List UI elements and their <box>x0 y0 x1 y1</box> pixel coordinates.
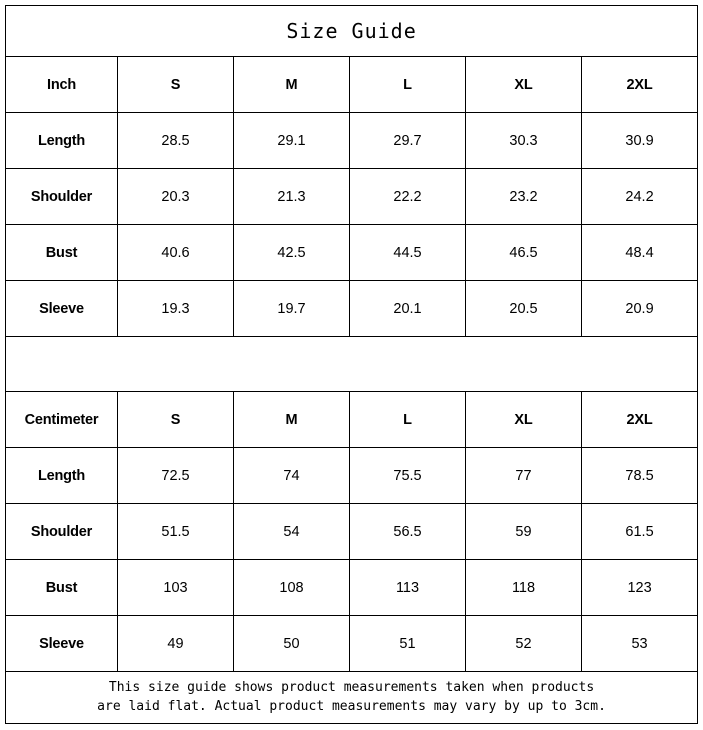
page-title: Size Guide <box>4 5 699 57</box>
cell-cm-sleeve-2xl: 53 <box>580 615 699 672</box>
inch-col-header-2xl: 2XL <box>580 56 699 113</box>
cm-col-header-m: M <box>233 391 350 448</box>
table-row: Sleeve 19.3 19.7 20.1 20.5 20.9 <box>5 280 699 337</box>
cell-cm-length-m: 74 <box>233 447 350 504</box>
cell-cm-length-s: 72.5 <box>117 447 234 504</box>
cell-cm-length-l: 75.5 <box>349 447 466 504</box>
table-row: Length 28.5 29.1 29.7 30.3 30.9 <box>5 112 699 169</box>
cell-inch-sleeve-2xl: 20.9 <box>580 280 699 337</box>
inch-header-row: Inch S M L XL 2XL <box>5 56 699 113</box>
table-row: Sleeve 49 50 51 52 53 <box>5 615 699 672</box>
cell-cm-bust-2xl: 123 <box>580 559 699 616</box>
row-label-bust: Bust <box>5 559 118 616</box>
inch-col-header-m: M <box>233 56 350 113</box>
cell-cm-bust-s: 103 <box>117 559 234 616</box>
table-row: Shoulder 51.5 54 56.5 59 61.5 <box>5 503 699 560</box>
row-label-bust: Bust <box>5 224 118 281</box>
cell-inch-sleeve-m: 19.7 <box>233 280 350 337</box>
cell-inch-shoulder-xl: 23.2 <box>465 168 582 225</box>
footer-row: This size guide shows product measuremen… <box>4 671 699 724</box>
row-label-shoulder: Shoulder <box>5 168 118 225</box>
cell-inch-length-2xl: 30.9 <box>580 112 699 169</box>
table-spacer <box>4 336 699 392</box>
cell-inch-bust-s: 40.6 <box>117 224 234 281</box>
cell-cm-bust-l: 113 <box>349 559 466 616</box>
cell-cm-sleeve-l: 51 <box>349 615 466 672</box>
cell-cm-shoulder-2xl: 61.5 <box>580 503 699 560</box>
cell-inch-length-l: 29.7 <box>349 112 466 169</box>
cm-col-header-s: S <box>117 391 234 448</box>
table-row: Bust 103 108 113 118 123 <box>5 559 699 616</box>
cell-cm-sleeve-xl: 52 <box>465 615 582 672</box>
cell-inch-shoulder-m: 21.3 <box>233 168 350 225</box>
cell-cm-shoulder-l: 56.5 <box>349 503 466 560</box>
cell-inch-bust-m: 42.5 <box>233 224 350 281</box>
cell-inch-bust-l: 44.5 <box>349 224 466 281</box>
cell-cm-bust-m: 108 <box>233 559 350 616</box>
cell-inch-shoulder-s: 20.3 <box>117 168 234 225</box>
cell-inch-shoulder-2xl: 24.2 <box>580 168 699 225</box>
disclaimer-line-1: This size guide shows product measuremen… <box>108 679 595 695</box>
row-label-sleeve: Sleeve <box>5 615 118 672</box>
table-row: Length 72.5 74 75.5 77 78.5 <box>5 447 699 504</box>
row-label-length: Length <box>5 447 118 504</box>
cell-cm-bust-xl: 118 <box>465 559 582 616</box>
inch-col-header-l: L <box>349 56 466 113</box>
cell-inch-sleeve-xl: 20.5 <box>465 280 582 337</box>
row-label-shoulder: Shoulder <box>5 503 118 560</box>
cell-cm-sleeve-m: 50 <box>233 615 350 672</box>
row-label-length: Length <box>5 112 118 169</box>
cell-inch-length-m: 29.1 <box>233 112 350 169</box>
cell-cm-shoulder-s: 51.5 <box>117 503 234 560</box>
row-label-sleeve: Sleeve <box>5 280 118 337</box>
cell-inch-shoulder-l: 22.2 <box>349 168 466 225</box>
cm-col-header-xl: XL <box>465 391 582 448</box>
cm-unit-label: Centimeter <box>5 391 118 448</box>
cm-header-row: Centimeter S M L XL 2XL <box>5 391 699 448</box>
inch-col-header-s: S <box>117 56 234 113</box>
table-row: Shoulder 20.3 21.3 22.2 23.2 24.2 <box>5 168 699 225</box>
cell-cm-shoulder-xl: 59 <box>465 503 582 560</box>
size-guide-table: Size Guide Inch S M L XL 2XL Length 28.5… <box>4 5 699 724</box>
disclaimer-line-2: are laid flat. Actual product measuremen… <box>97 698 606 714</box>
cell-cm-shoulder-m: 54 <box>233 503 350 560</box>
table-spacer-row <box>4 336 699 392</box>
size-guide-disclaimer: This size guide shows product measuremen… <box>4 671 699 724</box>
cell-inch-length-s: 28.5 <box>117 112 234 169</box>
cell-cm-length-2xl: 78.5 <box>580 447 699 504</box>
inch-unit-label: Inch <box>5 56 118 113</box>
cell-cm-sleeve-s: 49 <box>117 615 234 672</box>
cm-col-header-l: L <box>349 391 466 448</box>
cell-inch-length-xl: 30.3 <box>465 112 582 169</box>
cell-inch-bust-xl: 46.5 <box>465 224 582 281</box>
title-row: Size Guide <box>4 5 699 57</box>
cell-cm-length-xl: 77 <box>465 447 582 504</box>
inch-col-header-xl: XL <box>465 56 582 113</box>
cell-inch-bust-2xl: 48.4 <box>580 224 699 281</box>
table-row: Bust 40.6 42.5 44.5 46.5 48.4 <box>5 224 699 281</box>
cell-inch-sleeve-l: 20.1 <box>349 280 466 337</box>
cell-inch-sleeve-s: 19.3 <box>117 280 234 337</box>
cm-col-header-2xl: 2XL <box>580 391 699 448</box>
